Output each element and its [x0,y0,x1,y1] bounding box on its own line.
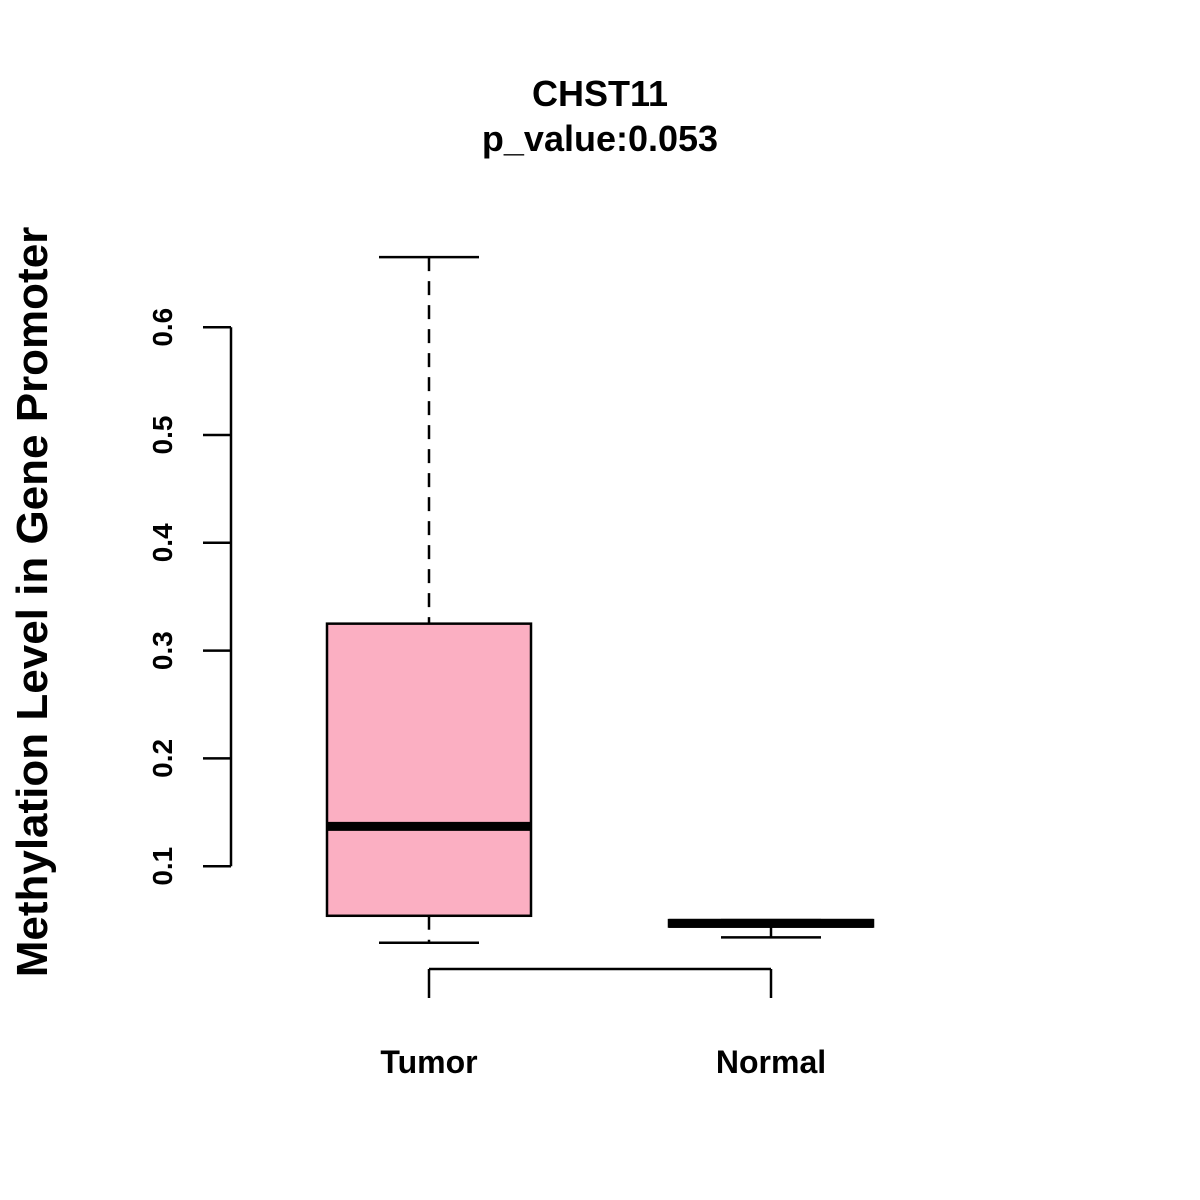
y-tick-label: 0.5 [147,416,178,455]
y-tick-label: 0.1 [147,847,178,886]
x-tick-label: Tumor [380,1044,477,1080]
iqr-box [325,622,533,918]
y-tick-label: 0.3 [147,631,178,670]
y-tick-label: 0.2 [147,739,178,778]
boxes-group [325,255,875,944]
y-axis-label: Methylation Level in Gene Promoter [8,227,57,978]
chart-subtitle: p_value:0.053 [482,118,718,159]
box-tumor [325,255,533,944]
x-tick-label: Normal [716,1044,826,1080]
box-normal [667,918,875,939]
chart-title: CHST11 [532,73,668,114]
x-axis: Tumor Normal [380,967,826,1080]
y-tick-label: 0.4 [147,523,178,562]
y-axis: 0.1 0.2 0.3 0.4 0.5 0.6 [147,308,233,886]
y-tick-label: 0.6 [147,308,178,347]
